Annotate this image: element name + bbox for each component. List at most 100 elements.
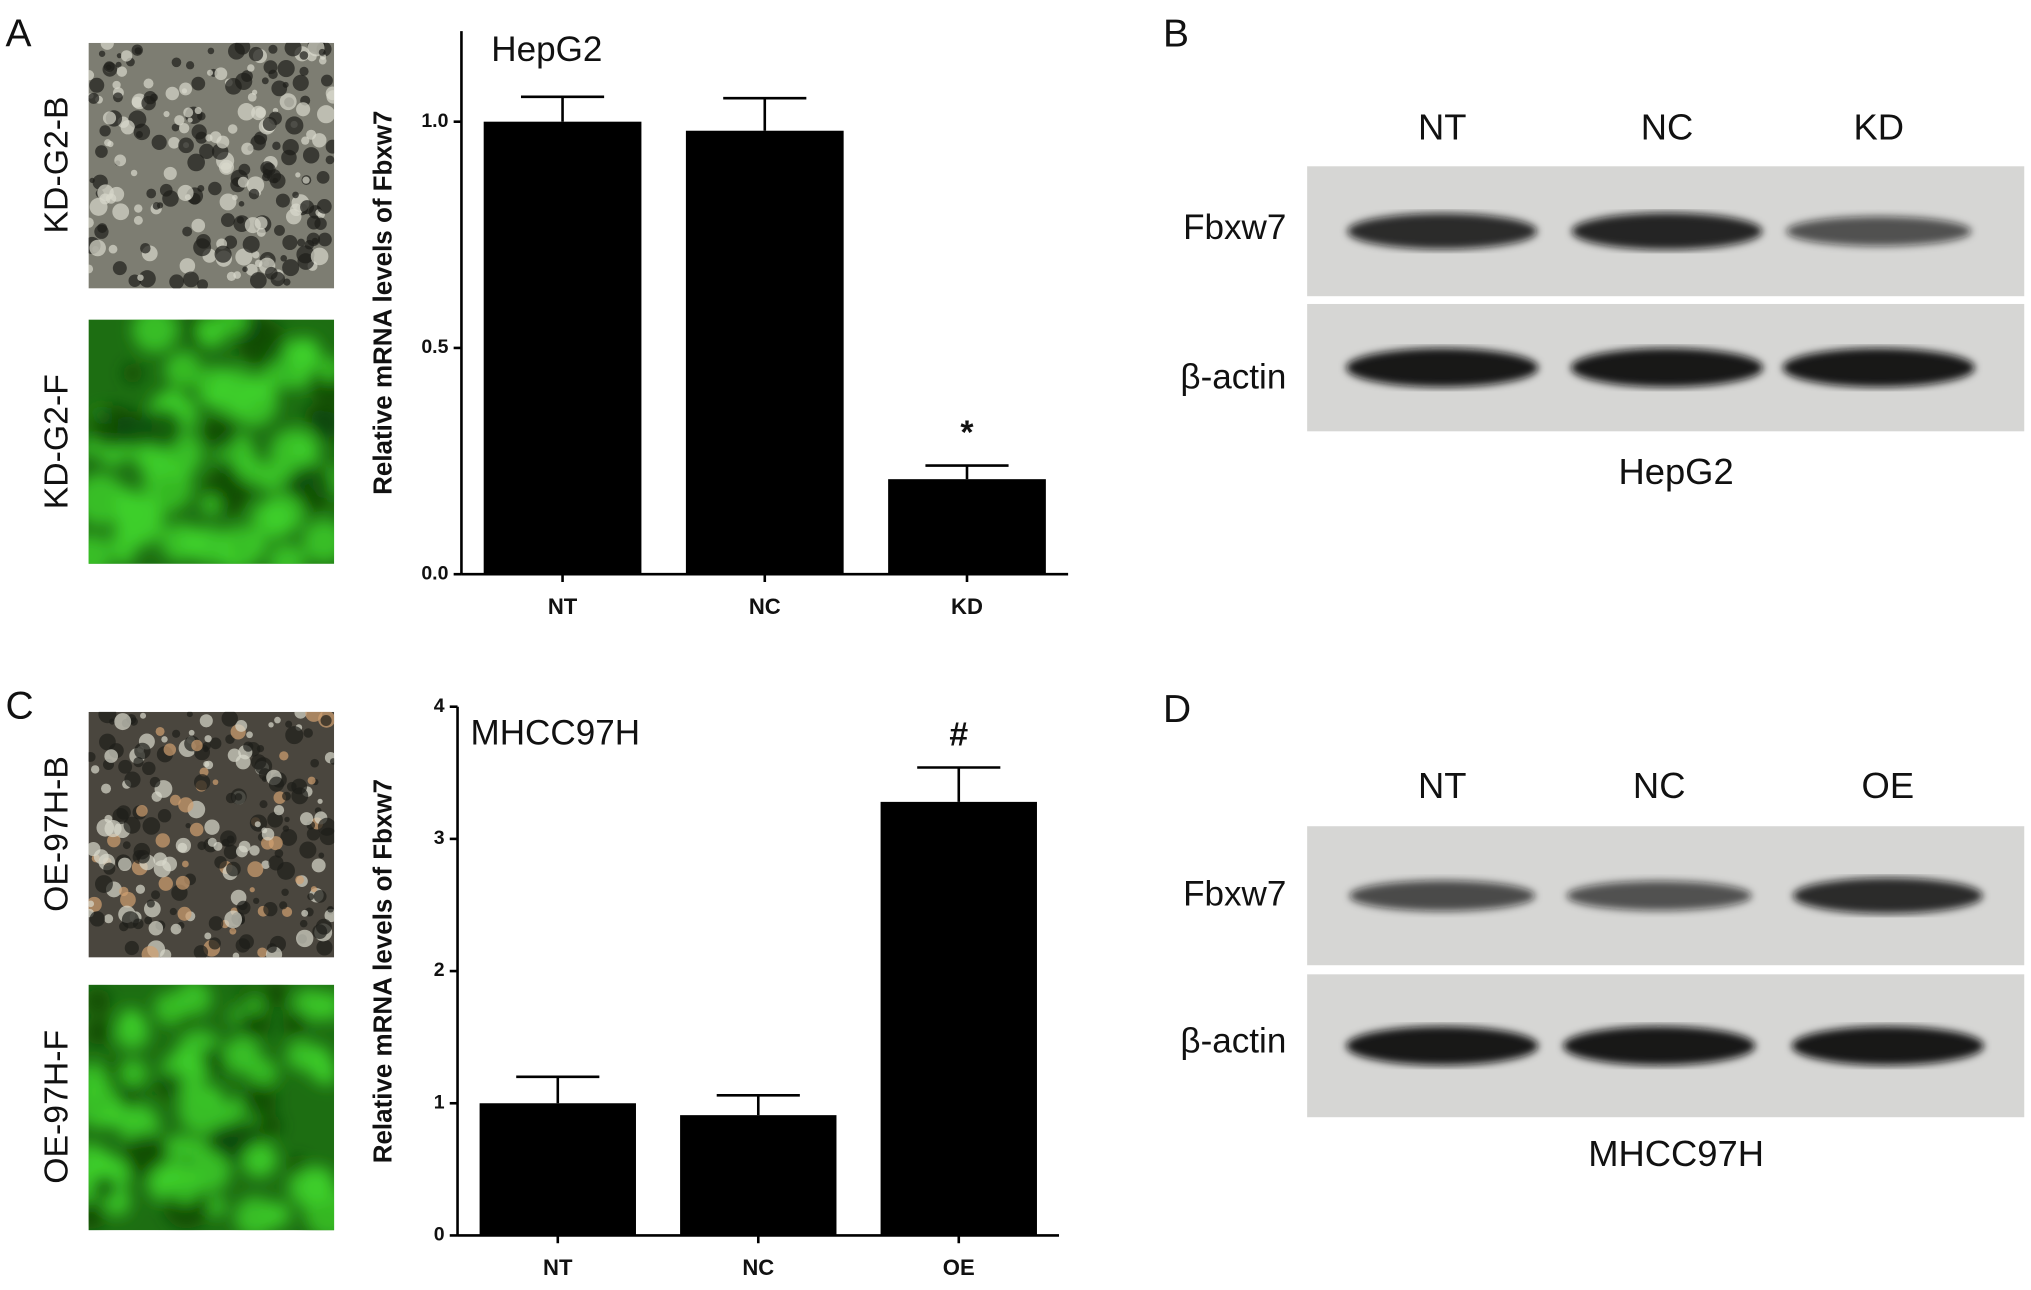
cell [241, 1141, 278, 1178]
cell [314, 991, 335, 1021]
cell [317, 798, 323, 804]
bands [1347, 212, 1972, 250]
cell [114, 713, 132, 731]
x-tick-label: KD [951, 594, 983, 619]
blot-caption: HepG2 [1618, 451, 1733, 492]
cell [310, 758, 319, 768]
band [1570, 348, 1764, 388]
image-texture [88, 984, 335, 1231]
cell [88, 70, 95, 81]
cell [259, 800, 268, 809]
cell [197, 279, 209, 289]
cell [122, 363, 143, 384]
band [1791, 1026, 1984, 1066]
cell [286, 475, 304, 492]
cell [321, 74, 333, 87]
cell [193, 945, 209, 958]
band [1563, 1026, 1756, 1066]
cell [299, 919, 308, 928]
cell [102, 111, 117, 125]
cell [181, 860, 189, 868]
cell [117, 494, 161, 538]
cell [186, 711, 193, 718]
cell [240, 1083, 277, 1119]
cell [156, 202, 164, 209]
cell [89, 77, 105, 93]
cell [285, 726, 304, 745]
cell [279, 93, 297, 111]
micrograph [88, 984, 335, 1231]
cell [307, 1045, 330, 1067]
cell [206, 1196, 227, 1217]
bands [1349, 877, 1983, 914]
row-label: β-actin [1180, 1021, 1286, 1060]
cell [141, 945, 159, 958]
cell [297, 238, 306, 247]
cell [136, 805, 148, 817]
cell [279, 901, 288, 910]
cell [234, 793, 243, 801]
cell [304, 404, 328, 428]
cell [194, 106, 202, 115]
error-bar [520, 95, 605, 122]
cell [88, 473, 127, 526]
cell [237, 103, 256, 121]
cell [178, 797, 194, 813]
cell [146, 899, 155, 908]
cell [169, 794, 181, 806]
cell [88, 1018, 113, 1046]
cell [130, 1114, 147, 1131]
cell [288, 1156, 307, 1175]
cell [160, 949, 172, 958]
cell [251, 250, 260, 259]
cell [253, 131, 268, 145]
cell [89, 911, 105, 927]
cell [218, 319, 249, 336]
cell [197, 112, 206, 121]
cell [320, 714, 332, 727]
cell [101, 783, 112, 794]
cell [165, 86, 180, 101]
cell [263, 902, 278, 917]
cell [88, 534, 113, 564]
cell [168, 1169, 203, 1204]
cell [248, 1058, 278, 1088]
cell [245, 263, 258, 276]
cell [134, 742, 151, 760]
cell [283, 1010, 310, 1037]
cell [170, 923, 182, 935]
cell [91, 1175, 118, 1201]
cell [316, 170, 330, 184]
cell [216, 135, 230, 149]
cell [163, 110, 170, 118]
y-tick-label: 0.5 [421, 336, 448, 358]
cell [267, 811, 283, 828]
cell [299, 51, 309, 60]
cell [248, 188, 260, 200]
cell [183, 271, 199, 288]
cell [285, 116, 304, 135]
cell [281, 149, 297, 166]
cell [257, 947, 268, 958]
band [1346, 1026, 1539, 1066]
cell [197, 841, 207, 851]
cell [214, 245, 232, 263]
cell [229, 927, 237, 935]
cell [313, 889, 327, 903]
cell [144, 916, 153, 925]
cell [100, 42, 114, 50]
cell [142, 761, 156, 776]
blot-caption: MHCC97H [1588, 1133, 1764, 1174]
cell [284, 42, 302, 57]
cell [179, 258, 196, 274]
cell [151, 890, 161, 900]
cell [223, 1036, 261, 1074]
cell [103, 61, 115, 72]
cell [201, 324, 219, 342]
cell [191, 124, 207, 140]
band [1571, 212, 1763, 250]
y-axis-label: Relative mRNA levels of Fbxw7 [368, 779, 398, 1163]
cell [104, 914, 114, 924]
cell [89, 197, 108, 216]
cell [189, 822, 204, 837]
